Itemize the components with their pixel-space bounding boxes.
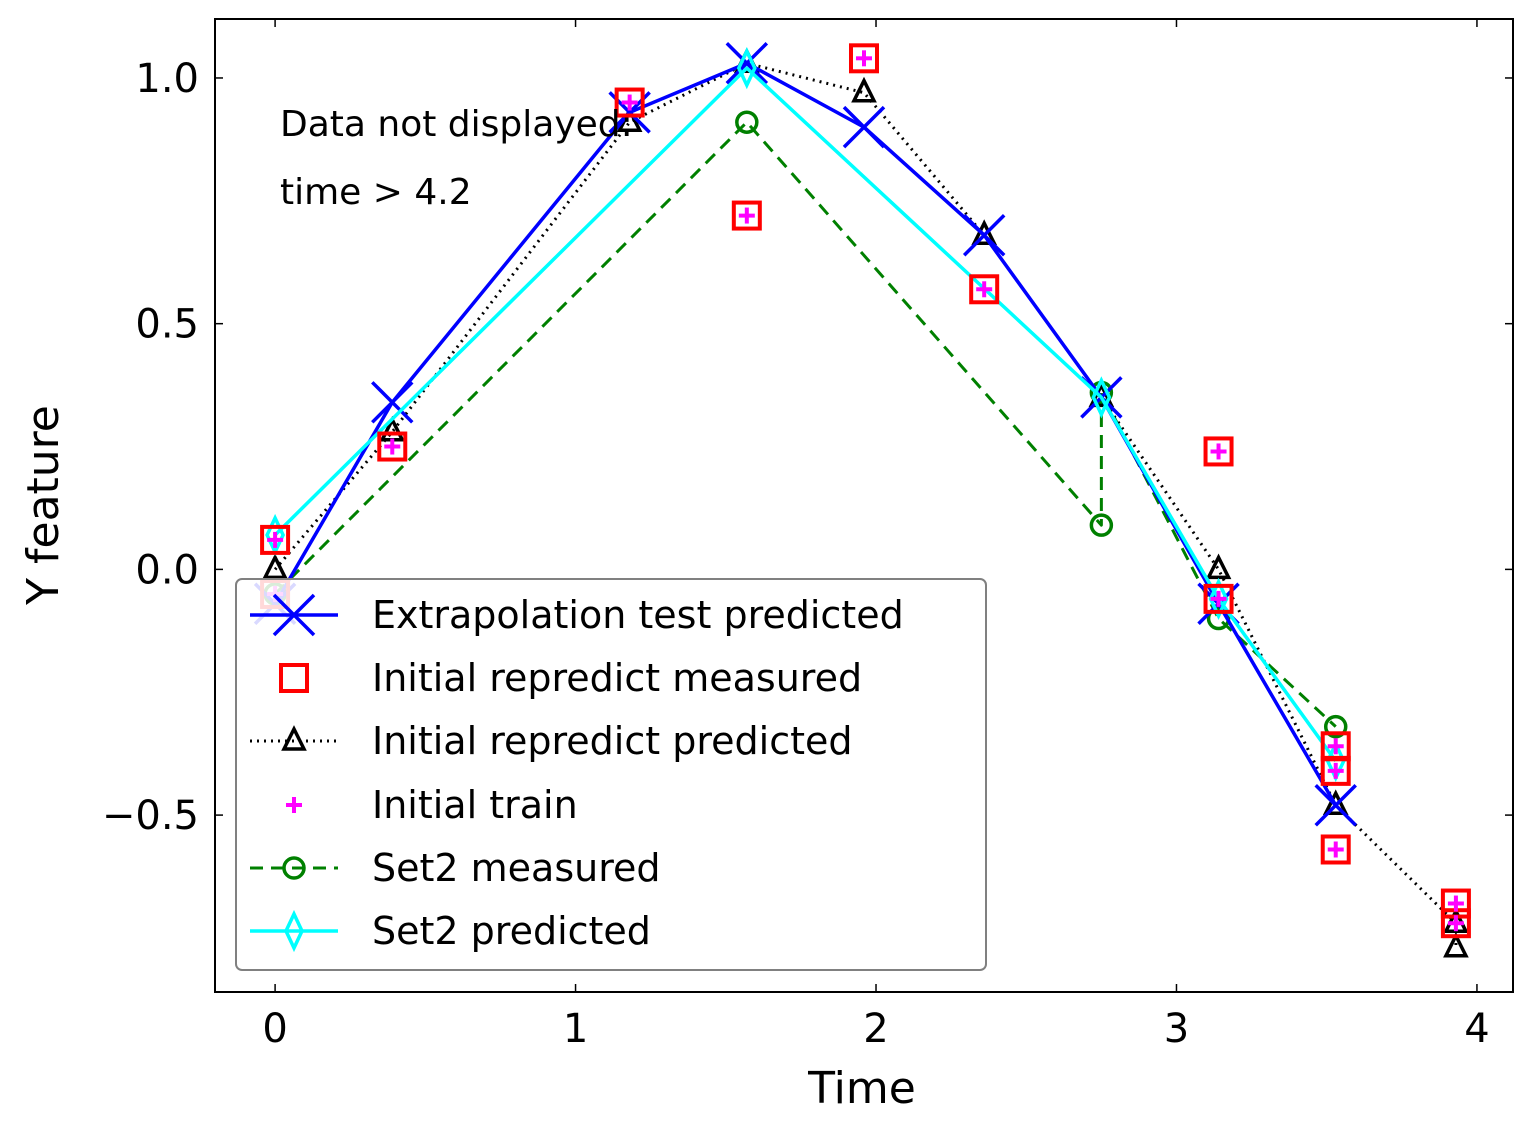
legend: Extrapolation test predicted Initial rep… xyxy=(235,578,987,971)
point-initial-train xyxy=(1327,738,1344,755)
series-layer xyxy=(253,41,1471,958)
point-initial-train xyxy=(976,281,993,298)
point-initial-train xyxy=(738,207,755,224)
x-tick-label: 3 xyxy=(1164,1006,1189,1052)
point-initial-repredict-measured xyxy=(969,274,1000,305)
legend-label-initial-repredict-predicted: Initial repredict predicted xyxy=(372,719,853,763)
point-initial-repredict-predicted xyxy=(971,219,998,245)
x-tick-label: 1 xyxy=(563,1006,588,1052)
point-set2-measured xyxy=(735,110,759,134)
x-axis-label: Time xyxy=(807,1063,916,1114)
y-tick-label: 0.5 xyxy=(135,302,199,348)
legend-handle-initial-train xyxy=(286,797,302,813)
annotation-line-2: time > 4.2 xyxy=(280,172,472,213)
point-initial-repredict-predicted xyxy=(1088,381,1115,408)
point-set2-predicted xyxy=(1208,577,1229,620)
point-initial-train xyxy=(1210,590,1227,607)
annotation-line-1: Data not displayed: xyxy=(280,104,633,145)
point-initial-repredict-predicted xyxy=(1443,931,1469,958)
point-extrapolation-test-predicted xyxy=(725,41,769,85)
point-initial-train xyxy=(1210,443,1227,460)
axis-ticks: 0 1 2 3 4 −0.5 0.0 0.5 1.0 xyxy=(102,19,1513,1052)
point-set2-measured xyxy=(1089,513,1114,537)
point-initial-repredict-measured xyxy=(731,200,762,231)
point-set2-measured xyxy=(1323,714,1348,739)
y-axis-label: Y feature xyxy=(18,405,69,606)
point-initial-repredict-measured xyxy=(1320,834,1351,865)
point-initial-repredict-predicted xyxy=(1322,789,1349,816)
point-initial-repredict-measured xyxy=(1320,755,1351,786)
legend-label-initial-train: Initial train xyxy=(372,783,578,827)
annotation: Data not displayed: time > 4.2 xyxy=(280,104,633,213)
legend-handle-initial-repredict-measured xyxy=(279,663,309,693)
x-tick-label: 4 xyxy=(1464,1006,1489,1052)
series-line-set2-predicted xyxy=(273,66,1338,763)
point-initial-repredict-measured xyxy=(260,524,291,555)
point-set2-predicted xyxy=(736,47,757,90)
point-initial-train xyxy=(856,50,872,67)
point-initial-train xyxy=(621,94,638,111)
point-initial-train xyxy=(384,438,401,455)
point-initial-repredict-predicted xyxy=(262,553,288,580)
point-initial-train xyxy=(1327,762,1344,779)
y-tick-label: 0.0 xyxy=(135,547,199,593)
series-initial-train xyxy=(267,50,1464,932)
point-initial-repredict-measured xyxy=(1203,436,1234,467)
series-set2-predicted xyxy=(265,47,1346,783)
legend-handle-set2-measured xyxy=(250,856,338,880)
point-initial-train xyxy=(1447,895,1464,912)
point-initial-repredict-predicted xyxy=(1205,553,1232,580)
point-initial-repredict-measured xyxy=(849,43,879,74)
point-initial-repredict-measured xyxy=(377,431,408,462)
point-initial-repredict-measured xyxy=(614,87,645,118)
point-initial-train xyxy=(1447,915,1464,932)
point-initial-repredict-measured xyxy=(1203,583,1234,614)
x-tick-label: 0 xyxy=(262,1006,287,1052)
point-extrapolation-test-predicted xyxy=(962,213,1006,257)
point-initial-repredict-predicted xyxy=(851,76,877,103)
y-tick-label: −0.5 xyxy=(102,793,199,839)
plot-frame xyxy=(214,18,1514,993)
point-set2-predicted xyxy=(1091,376,1112,419)
x-tick-label: 2 xyxy=(863,1006,888,1052)
legend-handle-set2-predicted xyxy=(250,909,338,953)
legend-label-initial-repredict-measured: Initial repredict measured xyxy=(372,656,862,700)
legend-handle-extrapolation-test-predicted xyxy=(250,593,338,637)
legend-box xyxy=(235,578,987,971)
point-extrapolation-test-predicted xyxy=(842,105,886,149)
legend-handle-initial-repredict-predicted xyxy=(250,725,338,751)
legend-label-set2-predicted: Set2 predicted xyxy=(372,909,651,953)
legend-handles xyxy=(250,593,338,953)
point-initial-train xyxy=(267,531,284,548)
legend-label-extrapolation-test-predicted: Extrapolation test predicted xyxy=(372,593,904,637)
point-initial-train xyxy=(1327,841,1344,858)
y-tick-label: 1.0 xyxy=(135,56,199,102)
legend-label-set2-measured: Set2 measured xyxy=(372,846,661,890)
point-extrapolation-test-predicted xyxy=(1314,784,1357,827)
point-extrapolation-test-predicted xyxy=(371,381,414,424)
